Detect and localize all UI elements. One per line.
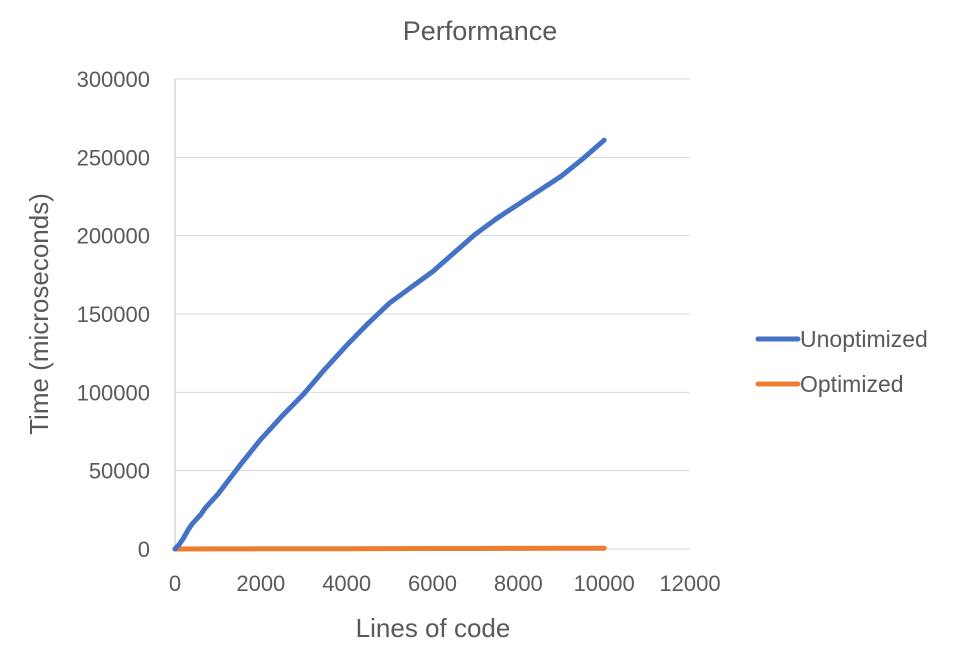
x-tick-label: 2000 [236,571,285,596]
y-tick-label: 0 [138,537,150,562]
y-tick-label: 300000 [77,67,150,92]
series-line-unoptimized [172,137,607,552]
x-tick-label: 4000 [322,571,371,596]
y-tick-label: 150000 [77,302,150,327]
x-tick-label: 6000 [408,571,457,596]
y-tick-label: 250000 [77,145,150,170]
series-line-optimized [172,545,607,552]
series-layer [172,137,607,552]
y-axis-label: Time (microseconds) [24,193,54,435]
gridlines [175,78,690,550]
legend-label: Optimized [800,371,904,397]
x-tick-label: 10000 [574,571,635,596]
y-tick-label: 50000 [89,459,150,484]
y-tick-labels: 0 50000 100000 150000 200000 250000 300000 [77,67,150,562]
x-tick-label: 8000 [494,571,543,596]
y-tick-label: 100000 [77,380,150,405]
legend-label: Unoptimized [800,326,928,352]
x-tick-label: 0 [169,571,181,596]
x-tick-labels: 0 2000 4000 6000 8000 10000 12000 [169,571,721,596]
y-tick-label: 200000 [77,224,150,249]
x-tick-label: 12000 [659,571,720,596]
chart-title: Performance [403,16,558,46]
x-axis-label: Lines of code [356,613,511,643]
legend: Unoptimized Optimized [755,326,928,397]
